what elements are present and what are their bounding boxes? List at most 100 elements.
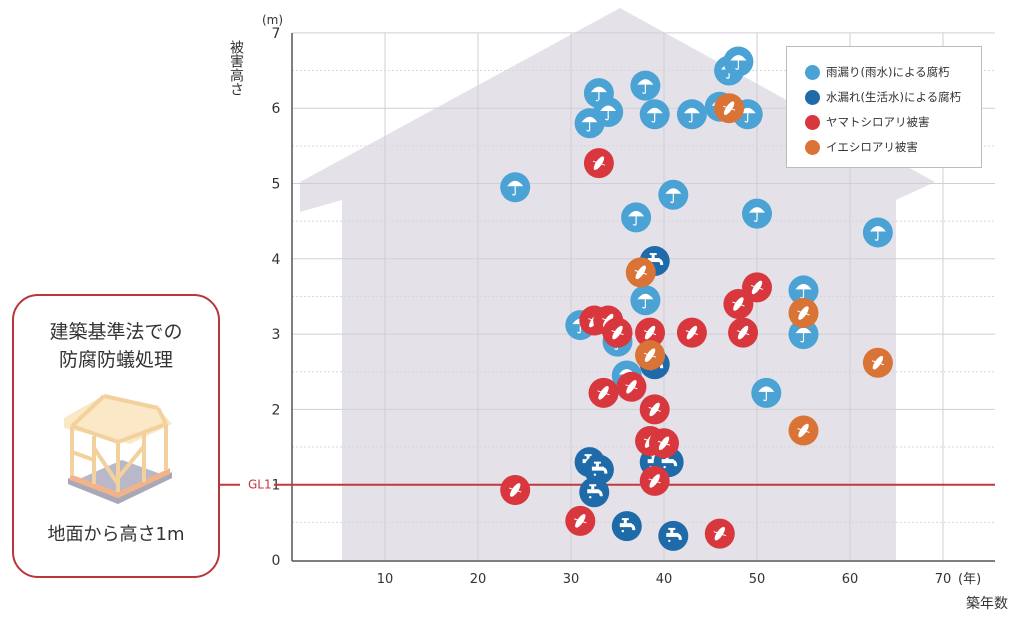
legend-item-formosan-termite: イエシロアリ被害: [805, 137, 918, 157]
data-point-rain-leak: [658, 179, 689, 210]
umbrella-icon: [795, 327, 812, 343]
data-point-yamato-termite: [742, 272, 772, 303]
umbrella-icon: [869, 225, 886, 241]
legend: 雨漏り(雨水)による腐朽 水漏れ(生活水)による腐朽 ヤマトシロアリ被害 イエシ…: [786, 46, 982, 168]
umbrella-icon: [758, 386, 775, 402]
y-axis-title: 被害高さ: [228, 40, 244, 96]
termite-icon: [750, 280, 764, 295]
termite-icon: [685, 325, 699, 340]
data-point-rain-leak: [862, 217, 893, 248]
data-point-yamato-termite: [565, 505, 596, 536]
panel-title-line2: 防腐防蟻処理: [58, 349, 173, 371]
y-tick-label: 6: [272, 101, 281, 117]
data-point-yamato-termite: [704, 518, 735, 549]
y-tick-label: 0: [272, 553, 281, 569]
data-point-rain-leak: [742, 198, 772, 229]
termite-icon: [797, 423, 810, 438]
umbrella-icon: [730, 55, 747, 70]
data-point-rain-leak: [630, 285, 661, 316]
data-point-rain-leak: [751, 377, 782, 408]
termite-icon: [805, 114, 820, 130]
termite-icon: [713, 526, 726, 541]
data-point-yamato-termite: [676, 317, 707, 348]
data-point-yamato-termite: [649, 428, 679, 459]
data-point-formosan-termite: [635, 340, 666, 371]
series-yamato-termite: [500, 148, 772, 549]
gl1-reference-line: GL1: [220, 478, 995, 492]
data-point-rain-leak: [788, 319, 819, 350]
x-axis-title: 築年数: [966, 596, 1008, 612]
gl1-label: GL1: [248, 478, 272, 492]
umbrella-icon: [683, 107, 700, 123]
data-point-water-leak: [583, 454, 614, 485]
data-point-yamato-termite: [635, 317, 666, 348]
data-point-formosan-termite: [625, 257, 656, 288]
legend-item-water-leak: 水漏れ(生活水)による腐朽: [805, 87, 961, 107]
x-tick-label: 40: [656, 572, 673, 587]
data-point-yamato-termite: [588, 377, 619, 408]
termite-icon: [722, 101, 736, 115]
data-point-yamato-termite: [639, 465, 670, 496]
data-point-yamato-termite: [602, 317, 633, 348]
legend-label: イエシロアリ被害: [826, 140, 918, 154]
legend-label: 雨漏り(雨水)による腐朽: [826, 65, 950, 79]
x-tick-label: 50: [749, 572, 766, 587]
y-tick-label: 3: [272, 327, 281, 343]
data-point-rain-leak: [676, 99, 707, 130]
umbrella-icon: [665, 188, 682, 204]
umbrella-icon: [581, 116, 598, 132]
termite-icon: [732, 297, 745, 311]
data-point-formosan-termite: [714, 93, 745, 124]
legend-label: ヤマトシロアリ被害: [826, 115, 930, 129]
umbrella-icon: [507, 180, 524, 196]
data-point-rain-leak: [621, 202, 652, 233]
termite-icon: [657, 436, 671, 451]
data-point-yamato-termite: [639, 394, 670, 425]
data-point-water-leak: [579, 477, 610, 508]
data-point-rain-leak: [630, 70, 661, 101]
data-points: [500, 46, 893, 551]
legend-label: 水漏れ(生活水)による腐朽: [826, 90, 962, 104]
building-standard-panel: 建築基準法での 防腐防蟻処理 地面から高さ1m: [12, 294, 220, 578]
x-tick-labels: 10 20 30 40 50 60 70: [377, 572, 952, 587]
data-point-yamato-termite: [728, 317, 759, 348]
termite-icon: [643, 348, 657, 362]
panel-title: 建築基準法での 防腐防蟻処理: [14, 318, 218, 374]
umbrella-icon: [628, 210, 645, 226]
x-tick-label: 70: [935, 572, 952, 587]
data-point-rain-leak: [593, 96, 624, 127]
data-point-yamato-termite: [583, 148, 614, 179]
x-tick-label: 60: [842, 572, 859, 587]
termite-icon: [797, 306, 810, 320]
faucet-icon: [587, 484, 603, 499]
x-tick-label: 20: [470, 572, 487, 587]
faucet-icon: [591, 461, 608, 476]
termite-icon: [805, 139, 820, 155]
data-point-rain-leak: [639, 99, 670, 130]
umbrella-icon: [805, 64, 820, 80]
panel-caption: 地面から高さ1m: [47, 524, 185, 545]
panel-title-line1: 建築基準法での: [49, 321, 183, 343]
data-point-water-leak: [658, 520, 689, 551]
axes: [291, 33, 995, 562]
data-point-rain-leak: [500, 172, 531, 203]
y-tick-label: 7: [272, 26, 281, 42]
y-tick-labels: 01234567: [272, 26, 281, 569]
umbrella-icon: [600, 105, 617, 121]
termite-icon: [736, 325, 750, 340]
data-point-water-leak: [611, 511, 642, 542]
legend-item-rain-leak: 雨漏り(雨水)による腐朽: [805, 62, 950, 82]
umbrella-icon: [637, 293, 654, 309]
faucet-icon: [805, 89, 820, 105]
termite-icon: [574, 514, 587, 528]
y-tick-label: 4: [272, 252, 281, 268]
termite-icon: [871, 355, 885, 370]
y-unit-label: (m): [262, 13, 283, 27]
faucet-icon: [619, 518, 636, 533]
x-tick-label: 10: [377, 572, 394, 587]
faucet-icon: [666, 527, 682, 543]
data-point-rain-leak: [723, 46, 754, 77]
data-point-formosan-termite: [788, 298, 819, 329]
legend-item-yamato-termite: ヤマトシロアリ被害: [805, 112, 930, 132]
umbrella-icon: [646, 107, 663, 123]
